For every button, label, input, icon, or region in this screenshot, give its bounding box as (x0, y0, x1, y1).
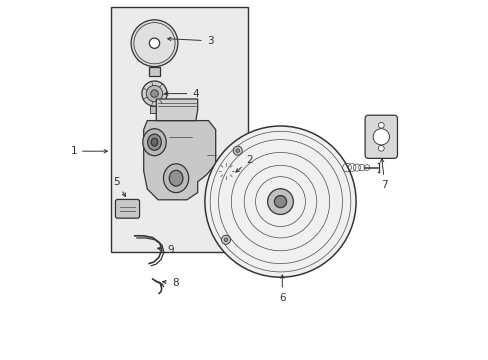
Text: 8: 8 (163, 278, 178, 288)
Ellipse shape (163, 164, 188, 193)
Ellipse shape (372, 129, 389, 145)
Polygon shape (143, 121, 215, 200)
Text: 3: 3 (167, 36, 213, 46)
Circle shape (149, 38, 159, 48)
Text: 9: 9 (157, 245, 173, 255)
Text: 1: 1 (70, 146, 107, 156)
Circle shape (221, 235, 230, 244)
Text: 2: 2 (235, 155, 252, 172)
Circle shape (204, 126, 355, 277)
Text: 4: 4 (164, 89, 199, 99)
Bar (150, 106, 159, 113)
FancyBboxPatch shape (365, 115, 397, 158)
Ellipse shape (142, 129, 166, 156)
Ellipse shape (147, 134, 161, 150)
Text: 6: 6 (279, 275, 285, 303)
Text: 7: 7 (380, 159, 387, 190)
Circle shape (216, 161, 236, 181)
Circle shape (221, 166, 231, 176)
Circle shape (378, 122, 384, 128)
Circle shape (233, 146, 242, 155)
Circle shape (378, 145, 384, 151)
FancyBboxPatch shape (115, 199, 139, 218)
Ellipse shape (169, 170, 183, 186)
Circle shape (274, 195, 286, 208)
Circle shape (267, 189, 293, 215)
Text: 5: 5 (113, 177, 125, 197)
Polygon shape (156, 99, 197, 121)
Circle shape (131, 20, 178, 67)
Bar (111, 7, 247, 252)
Circle shape (235, 149, 239, 153)
Circle shape (146, 85, 163, 102)
Bar (149, 67, 160, 76)
Circle shape (224, 238, 227, 242)
Circle shape (150, 90, 158, 97)
Ellipse shape (151, 138, 158, 146)
Circle shape (142, 81, 167, 106)
Circle shape (134, 23, 175, 64)
